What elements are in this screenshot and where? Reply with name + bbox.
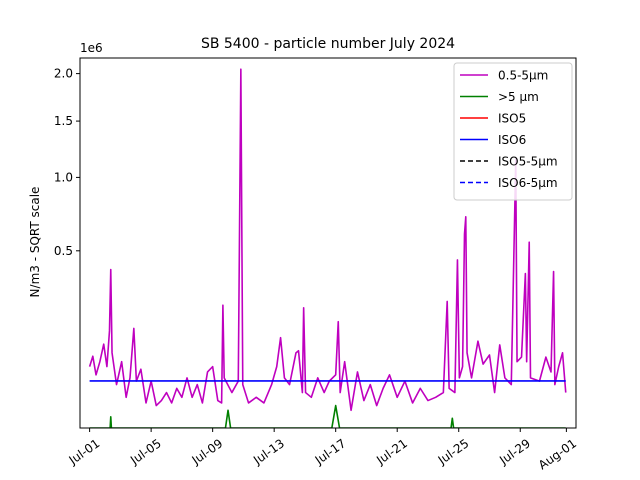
x-tick-label-3: Jul-13 (250, 436, 287, 468)
legend-label-5: ISO6-5µm (498, 176, 558, 190)
plot-frame (79, 57, 577, 429)
legend-label-0: 0.5-5µm (498, 69, 548, 83)
x-tick-label-5: Jul-21 (373, 436, 410, 468)
y-tick-label-1: 1.0 (54, 170, 73, 184)
series-layer (88, 68, 567, 428)
chart-title: SB 5400 - particle number July 2024 (201, 36, 455, 52)
x-tick-label-4: Jul-17 (312, 436, 349, 468)
x-tick-label-2: Jul-09 (189, 436, 226, 468)
x-tick-label-6: Jul-25 (435, 436, 472, 468)
y-axis: 0.5 1.0 1.5 2.0 (54, 67, 80, 258)
y-tick-label-0: 0.5 (54, 244, 73, 258)
legend-label-4: ISO5-5µm (498, 155, 558, 169)
x-tick-label-1: Jul-05 (127, 436, 164, 468)
y-tick-label-3: 2.0 (54, 67, 73, 81)
y-axis-multiplier: 1e6 (80, 41, 103, 55)
x-tick-label-0: Jul-01 (66, 436, 103, 468)
x-tick-label-8: Aug-01 (536, 436, 579, 472)
y-tick-label-2: 1.5 (54, 114, 73, 128)
y-axis-label: N/m3 - SQRT scale (28, 187, 42, 298)
legend: 0.5-5µm >5 µm ISO5 ISO6 ISO5-5µm ISO6-5µm (453, 62, 573, 201)
x-axis: Jul-01 Jul-05 Jul-09 Jul-13 Jul-17 Jul-21 Jul-… (66, 428, 579, 472)
legend-label-2: ISO5 (498, 112, 526, 126)
x-tick-label-7: Jul-29 (496, 436, 533, 468)
series-line-0 (88, 68, 567, 412)
legend-label-3: ISO6 (498, 133, 526, 147)
series-line-1 (89, 404, 566, 428)
legend-label-1: >5 µm (498, 90, 539, 104)
